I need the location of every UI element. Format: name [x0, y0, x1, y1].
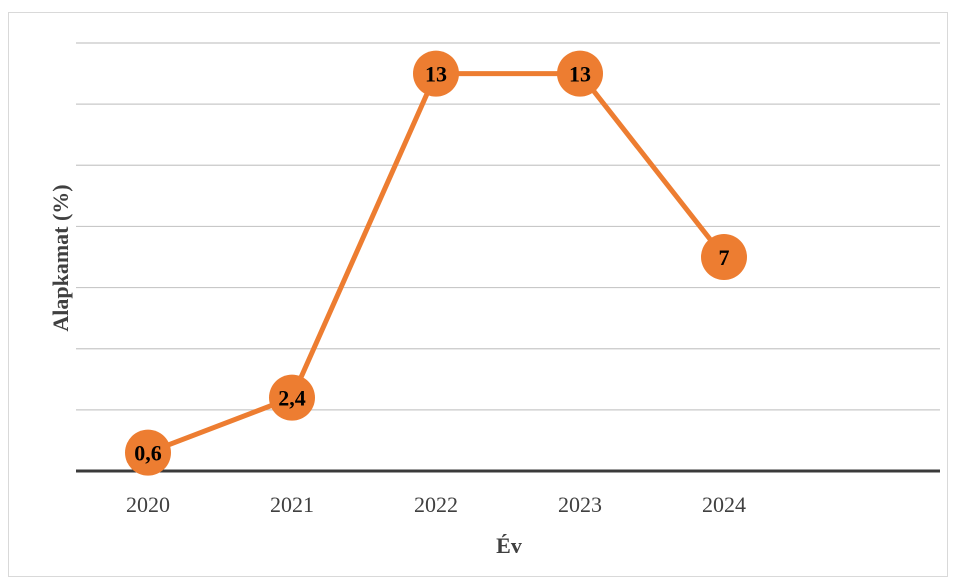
- x-tick-label: 2022: [414, 492, 458, 517]
- gridlines: [76, 42, 940, 411]
- data-label: 0,6: [134, 441, 162, 466]
- data-point: [557, 50, 603, 97]
- series-line-group: 0,6 2,4 13 13 7: [125, 50, 747, 476]
- data-point: [701, 234, 747, 280]
- y-axis-title: Alapkamat (%): [48, 184, 73, 331]
- x-tick-label: 2023: [558, 492, 602, 517]
- data-point: [413, 50, 459, 97]
- data-label: 13: [569, 62, 591, 87]
- data-label: 7: [719, 245, 730, 270]
- chart-frame: [8, 12, 948, 577]
- x-tick-label: 2020: [126, 492, 170, 517]
- x-axis-title: Év: [496, 533, 522, 558]
- data-label: 13: [425, 62, 447, 87]
- series-line: [147, 71, 726, 455]
- data-point: [125, 429, 171, 476]
- x-tick-labels: 2020 2021 2022 2023 2024: [126, 492, 746, 517]
- data-label: 2,4: [278, 386, 306, 411]
- x-tick-label: 2021: [270, 492, 314, 517]
- data-point: [269, 374, 315, 421]
- x-tick-label: 2024: [702, 492, 746, 517]
